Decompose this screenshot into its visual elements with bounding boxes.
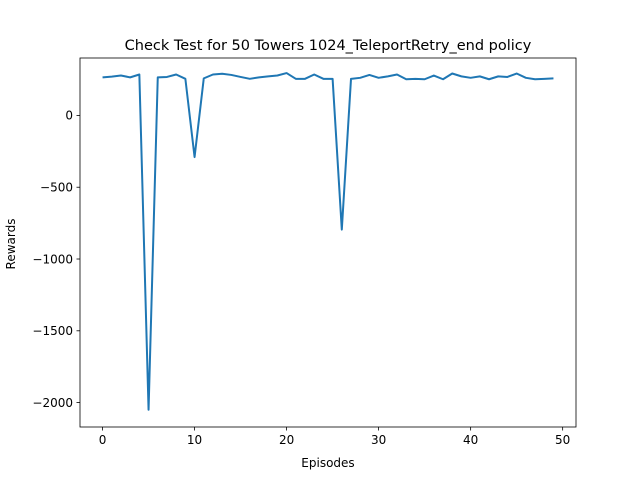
x-tick-label: 40 bbox=[463, 433, 478, 447]
x-tick-label: 0 bbox=[99, 433, 107, 447]
x-axis-label: Episodes bbox=[301, 456, 354, 470]
x-tick-label: 10 bbox=[187, 433, 202, 447]
axes-frame bbox=[79, 57, 577, 428]
y-tick-label: −1500 bbox=[32, 324, 73, 338]
x-tick-label: 20 bbox=[279, 433, 294, 447]
chart-title: Check Test for 50 Towers 1024_TeleportRe… bbox=[125, 38, 532, 54]
plot-area: 0 10 20 30 40 50 0 −500 −1000 −1500 −2000 bbox=[32, 57, 577, 447]
x-tick-label: 30 bbox=[371, 433, 386, 447]
y-tick-label: −500 bbox=[40, 181, 73, 195]
y-tick-label: −2000 bbox=[32, 396, 73, 410]
y-axis-label: Rewards bbox=[4, 219, 18, 270]
y-tick-label: −1000 bbox=[32, 252, 73, 266]
series-line bbox=[102, 72, 554, 411]
y-tick-label: 0 bbox=[65, 109, 73, 123]
x-tick-label: 50 bbox=[555, 433, 570, 447]
